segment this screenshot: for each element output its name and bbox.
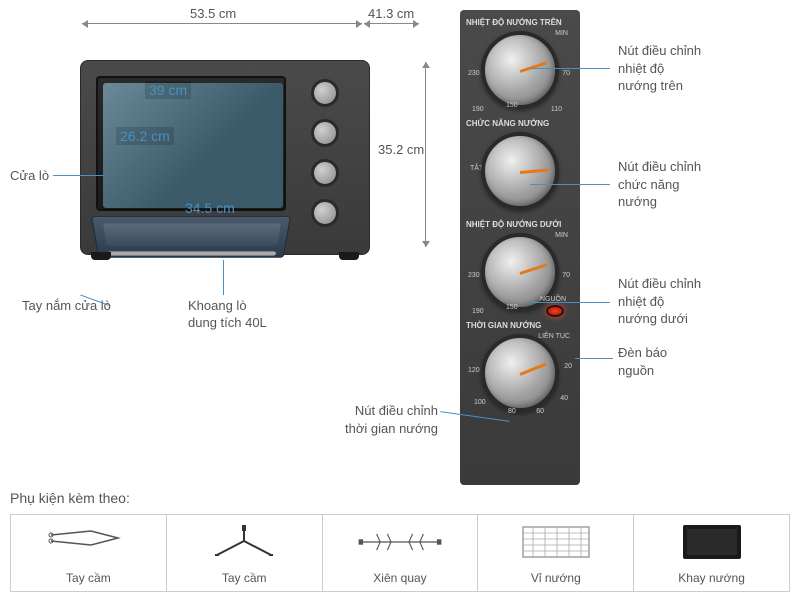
top-temp-heading: NHIỆT ĐỘ NƯỚNG TRÊN (466, 18, 574, 27)
acc-item-4: Khay nướng (634, 515, 789, 591)
acc-label-0: Tay cầm (66, 571, 111, 585)
bottom-temp-section: NHIỆT ĐỘ NƯỚNG DƯỚI MIN 70 110 150 190 2… (466, 220, 574, 311)
acc-label-2: Xiên quay (373, 571, 426, 585)
dim-inner-depth: 34.5 cm (185, 200, 235, 216)
dim-inner-width: 39 cm (145, 81, 191, 99)
top-temp-dial[interactable] (481, 31, 559, 109)
function-section: CHỨC NĂNG NƯỚNG TẮT (466, 119, 574, 210)
accessories-row: Tay cầm Tay cầm Xiên quay (10, 514, 790, 592)
function-dial[interactable] (481, 132, 559, 210)
top-temp-section: NHIỆT ĐỘ NƯỚNG TRÊN MIN 70 110 150 190 2… (466, 18, 574, 109)
annot-bottom-temp: Nút điều chỉnh nhiệt độ nướng dưới (618, 275, 701, 328)
acc-item-1: Tay cầm (167, 515, 323, 591)
annot-function: Nút điều chỉnh chức năng nướng (618, 158, 701, 211)
timer-heading: THỜI GIAN NƯỚNG (466, 321, 574, 330)
oven-illustration: 39 cm 26.2 cm 34.5 cm (10, 25, 430, 285)
oven-body (80, 60, 370, 255)
tray-icon (667, 521, 757, 563)
knob-3 (311, 159, 339, 187)
dim-width: 53.5 cm (190, 6, 236, 21)
timer-section: THỜI GIAN NƯỚNG LIÊN TỤC 20 40 60 80 100… (466, 321, 574, 412)
leader-function (530, 184, 610, 185)
leader-cavity (223, 260, 224, 295)
label-cavity: Khoang lò dung tích 40L (188, 298, 267, 332)
acc-item-0: Tay cầm (11, 515, 167, 591)
annot-power: Đèn báo nguồn (618, 344, 667, 379)
handle-icon (199, 521, 289, 563)
product-diagram: 53.5 cm 41.3 cm 35.2 cm 39 cm 26.2 cm 34… (0, 0, 800, 485)
acc-label-3: Vỉ nướng (531, 571, 581, 585)
annot-timer: Nút điều chỉnh thời gian nướng (330, 402, 438, 437)
rotisserie-icon (355, 521, 445, 563)
acc-label-1: Tay cầm (222, 571, 267, 585)
timer-dial[interactable] (481, 334, 559, 412)
accessories-section: Phụ kiện kèm theo: Tay cầm Tay cầm (10, 490, 790, 592)
dim-inner-height: 26.2 cm (116, 127, 174, 145)
knob-1 (311, 79, 339, 107)
leader-door (53, 175, 103, 176)
dim-depth: 41.3 cm (368, 6, 414, 21)
label-door: Cửa lò (10, 168, 49, 185)
leader-power (575, 358, 613, 359)
accessories-title: Phụ kiện kèm theo: (10, 490, 790, 506)
acc-item-2: Xiên quay (323, 515, 479, 591)
annot-top-temp: Nút điều chỉnh nhiệt độ nướng trên (618, 42, 701, 95)
power-light (546, 305, 564, 317)
leader-top-temp (530, 68, 610, 69)
dim-arrow-width (82, 23, 362, 24)
function-heading: CHỨC NĂNG NƯỚNG (466, 119, 574, 128)
acc-label-4: Khay nướng (678, 571, 745, 585)
dim-arrow-depth (364, 23, 419, 24)
control-panel: NHIỆT ĐỘ NƯỚNG TRÊN MIN 70 110 150 190 2… (460, 10, 580, 485)
knob-2 (311, 119, 339, 147)
bottom-temp-heading: NHIỆT ĐỘ NƯỚNG DƯỚI (466, 220, 574, 229)
rack-icon (511, 521, 601, 563)
knob-4 (311, 199, 339, 227)
leader-bottom-temp (530, 302, 610, 303)
tongs-icon (43, 521, 133, 563)
acc-item-3: Vỉ nướng (478, 515, 634, 591)
